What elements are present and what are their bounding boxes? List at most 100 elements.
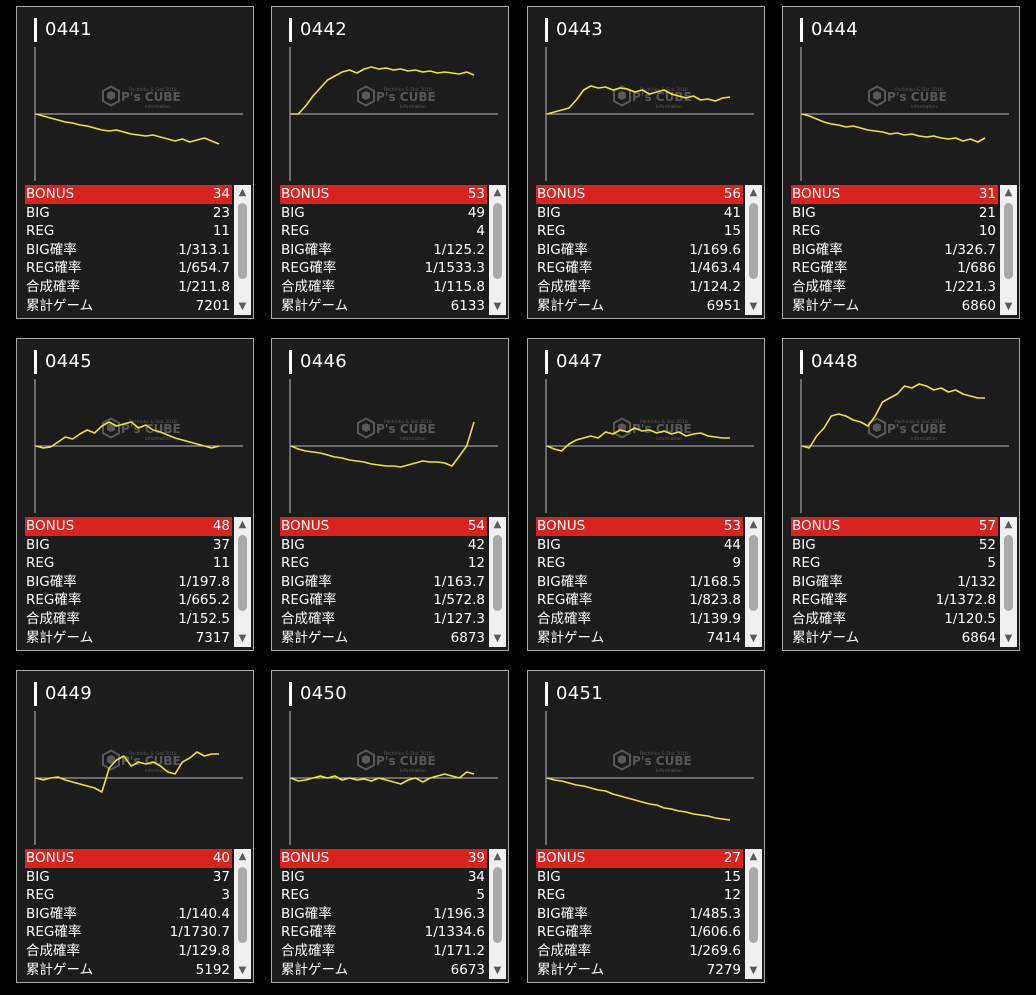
- stats-scrollbar[interactable]: ▲ ▼: [234, 849, 251, 979]
- machine-card[interactable]: 0450 Pachinko & Slot 2018 P's CUBE informat…: [271, 670, 509, 983]
- stats-scrollbar[interactable]: ▲ ▼: [745, 849, 762, 979]
- scroll-down-arrow-icon[interactable]: ▼: [493, 965, 502, 976]
- stats-scrollbar[interactable]: ▲ ▼: [234, 517, 251, 647]
- stat-label: BIG: [792, 536, 816, 553]
- scroll-up-arrow-icon[interactable]: ▲: [493, 187, 502, 198]
- scroll-up-arrow-icon[interactable]: ▲: [493, 519, 502, 530]
- scroll-up-arrow-icon[interactable]: ▲: [238, 187, 247, 198]
- big-rate-row: BIG確率 1/163.7: [280, 573, 487, 592]
- slump-graph: Pachinko & Slot 2018 P's CUBE information: [544, 379, 754, 513]
- stat-value: 1/463.4: [689, 260, 741, 277]
- stats-scrollbar[interactable]: ▲ ▼: [489, 517, 506, 647]
- machine-card[interactable]: 0444 Pachinko & Slot 2018 P's CUBE informat…: [782, 6, 1020, 319]
- scroll-up-arrow-icon[interactable]: ▲: [493, 851, 502, 862]
- stats-scrollbar[interactable]: ▲ ▼: [234, 185, 251, 315]
- stat-value: 1/168.5: [689, 573, 741, 590]
- stats-scrollbar[interactable]: ▲ ▼: [489, 185, 506, 315]
- scroll-up-arrow-icon[interactable]: ▲: [238, 519, 247, 530]
- reg-rate-row: REG確率 1/463.4: [536, 259, 743, 278]
- stats-list[interactable]: BONUS 57 BIG 52 REG 5 BIG確率 1/132 REG確率 1/1372.8 合…: [791, 517, 1017, 647]
- scroll-up-arrow-icon[interactable]: ▲: [238, 851, 247, 862]
- stat-value: 7317: [195, 629, 230, 646]
- scroll-thumb[interactable]: [238, 535, 247, 611]
- scroll-thumb[interactable]: [238, 203, 247, 279]
- stats-list[interactable]: BONUS 54 BIG 42 REG 12 BIG確率 1/163.7 REG確率 1/572.…: [280, 517, 506, 647]
- machine-card[interactable]: 0441 Pachinko & Slot 2018 P's CUBE informat…: [16, 6, 254, 319]
- stat-value: 1/129.8: [178, 942, 230, 959]
- stat-label: REG確率: [537, 592, 593, 609]
- machine-card[interactable]: 0449 Pachinko & Slot 2018 P's CUBE informat…: [16, 670, 254, 983]
- scroll-thumb[interactable]: [1004, 535, 1013, 611]
- scroll-up-arrow-icon[interactable]: ▲: [749, 187, 758, 198]
- stats-list[interactable]: BONUS 48 BIG 37 REG 11 BIG確率 1/197.8 REG確率 1/665.…: [25, 517, 251, 647]
- scroll-down-arrow-icon[interactable]: ▼: [238, 965, 247, 976]
- scroll-down-arrow-icon[interactable]: ▼: [493, 633, 502, 644]
- scroll-down-arrow-icon[interactable]: ▼: [238, 301, 247, 312]
- big-row: BIG 42: [280, 536, 487, 555]
- stats-list[interactable]: BONUS 53 BIG 44 REG 9 BIG確率 1/168.5 REG確率 1/823.8…: [536, 517, 762, 647]
- scroll-thumb[interactable]: [749, 867, 758, 943]
- stats-scrollbar[interactable]: ▲ ▼: [745, 185, 762, 315]
- scroll-down-arrow-icon[interactable]: ▼: [493, 301, 502, 312]
- scroll-up-arrow-icon[interactable]: ▲: [1004, 187, 1013, 198]
- stats-scrollbar[interactable]: ▲ ▼: [1000, 185, 1017, 315]
- stats-scrollbar[interactable]: ▲ ▼: [745, 517, 762, 647]
- stats-list[interactable]: BONUS 31 BIG 21 REG 10 BIG確率 1/326.7 REG確率 1/686 合…: [791, 185, 1017, 315]
- scroll-down-arrow-icon[interactable]: ▼: [238, 633, 247, 644]
- machine-card[interactable]: 0448 Pachinko & Slot 2018 P's CUBE informat…: [782, 338, 1020, 651]
- scroll-up-arrow-icon[interactable]: ▲: [749, 851, 758, 862]
- stat-value: 10: [978, 223, 996, 240]
- stats-list[interactable]: BONUS 56 BIG 41 REG 15 BIG確率 1/169.6 REG確率 1/463.…: [536, 185, 762, 315]
- reg-row: REG 10: [791, 222, 998, 241]
- stats-scrollbar[interactable]: ▲ ▼: [489, 849, 506, 979]
- machine-card[interactable]: 0451 Pachinko & Slot 2018 P's CUBE informat…: [527, 670, 765, 983]
- machine-card[interactable]: 0445 Pachinko & Slot 2018 P's CUBE informat…: [16, 338, 254, 651]
- total-games-row: 累計ゲーム 7317: [25, 629, 232, 647]
- stat-value: 52: [978, 536, 996, 553]
- machine-card[interactable]: 0447 Pachinko & Slot 2018 P's CUBE informat…: [527, 338, 765, 651]
- stats-list[interactable]: BONUS 34 BIG 23 REG 11 BIG確率 1/313.1 REG確率 1/654.…: [25, 185, 251, 315]
- scroll-down-arrow-icon[interactable]: ▼: [749, 965, 758, 976]
- reg-row: REG 12: [280, 554, 487, 573]
- reg-row: REG 9: [536, 554, 743, 573]
- stat-label: BONUS: [537, 186, 586, 202]
- reg-rate-row: REG確率 1/606.6: [536, 923, 743, 942]
- scroll-thumb[interactable]: [238, 867, 247, 943]
- big-rate-row: BIG確率 1/485.3: [536, 905, 743, 924]
- stat-value: 21: [978, 204, 996, 221]
- machine-card[interactable]: 0446 Pachinko & Slot 2018 P's CUBE informat…: [271, 338, 509, 651]
- scroll-down-arrow-icon[interactable]: ▼: [749, 633, 758, 644]
- stats-list[interactable]: BONUS 27 BIG 15 REG 12 BIG確率 1/485.3 REG確率 1/606.…: [536, 849, 762, 979]
- machine-card[interactable]: 0443 Pachinko & Slot 2018 P's CUBE informat…: [527, 6, 765, 319]
- machine-number: 0447: [545, 350, 603, 374]
- stat-label: BIG確率: [281, 573, 332, 590]
- scroll-up-arrow-icon[interactable]: ▲: [1004, 519, 1013, 530]
- stat-label: BIG確率: [26, 241, 77, 258]
- stat-label: REG: [537, 555, 566, 572]
- machine-card[interactable]: 0442 Pachinko & Slot 2018 P's CUBE informat…: [271, 6, 509, 319]
- stat-value: 31: [978, 186, 996, 202]
- scroll-down-arrow-icon[interactable]: ▼: [1004, 301, 1013, 312]
- svg-text:P's CUBE: P's CUBE: [887, 422, 947, 436]
- scroll-thumb[interactable]: [493, 535, 502, 611]
- scroll-thumb[interactable]: [1004, 203, 1013, 279]
- stat-label: BIG確率: [537, 573, 588, 590]
- stat-value: 1/196.3: [433, 905, 485, 922]
- stats-list[interactable]: BONUS 39 BIG 34 REG 5 BIG確率 1/196.3 REG確率 1/1334.…: [280, 849, 506, 979]
- scroll-up-arrow-icon[interactable]: ▲: [749, 519, 758, 530]
- scroll-down-arrow-icon[interactable]: ▼: [1004, 633, 1013, 644]
- big-rate-row: BIG確率 1/197.8: [25, 573, 232, 592]
- scroll-thumb[interactable]: [493, 203, 502, 279]
- scroll-thumb[interactable]: [749, 203, 758, 279]
- stats-scrollbar[interactable]: ▲ ▼: [1000, 517, 1017, 647]
- bonus-row: BONUS 53: [536, 517, 743, 536]
- scroll-down-arrow-icon[interactable]: ▼: [749, 301, 758, 312]
- stats-list[interactable]: BONUS 53 BIG 49 REG 4 BIG確率 1/125.2 REG確率 1/1533.…: [280, 185, 506, 315]
- scroll-thumb[interactable]: [493, 867, 502, 943]
- stat-label: REG: [26, 223, 55, 240]
- scroll-thumb[interactable]: [749, 535, 758, 611]
- stats-list[interactable]: BONUS 40 BIG 37 REG 3 BIG確率 1/140.4 REG確率 1/1730.…: [25, 849, 251, 979]
